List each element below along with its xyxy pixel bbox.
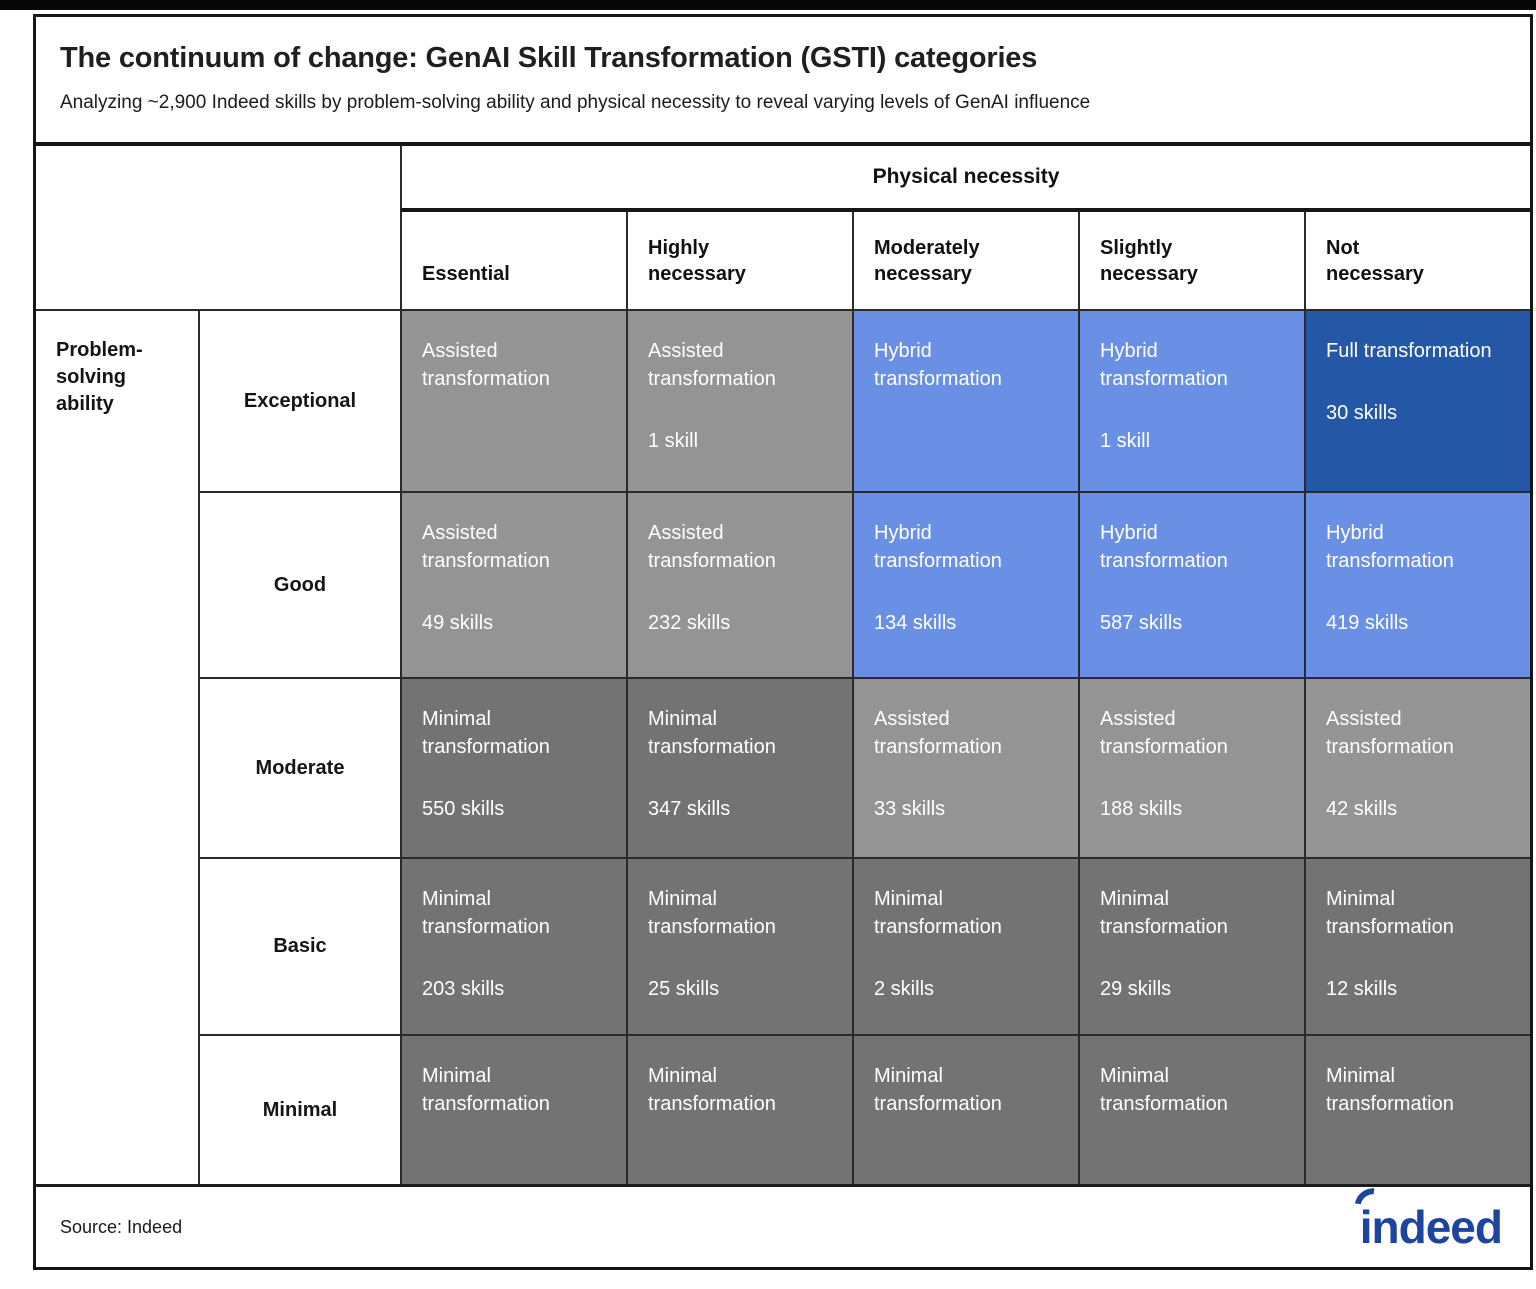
matrix-cell-good-essential: Assisted transformation 49 skills: [400, 491, 626, 677]
cell-category-label: Minimal transformation: [1100, 1065, 1228, 1115]
matrix-cell-moderate-highly: Minimal transformation 347 skills: [626, 677, 852, 857]
cell-category-label: Assisted transformation: [648, 340, 776, 390]
matrix-cell-basic-moderately: Minimal transformation 2 skills: [852, 857, 1078, 1034]
cell-skill-count: 25 skills: [648, 978, 720, 1000]
cell-skill-count: 347 skills: [648, 798, 731, 820]
cell-category-label: Minimal transformation: [648, 888, 776, 938]
cell-skill-count: 29 skills: [1100, 978, 1172, 1000]
matrix-cell-minimal-highly: Minimal transformation: [626, 1034, 852, 1184]
figure-frame: The continuum of change: GenAI Skill Tra…: [33, 14, 1533, 1270]
cell-category-label: Minimal transformation: [422, 888, 550, 938]
cell-category-label: Full transformation: [1326, 340, 1492, 362]
matrix-cell-good-not: Hybrid transformation 419 skills: [1304, 491, 1530, 677]
cell-skill-count: 33 skills: [874, 798, 946, 820]
row-header-exceptional: Exceptional: [198, 309, 400, 491]
cell-skill-count: 188 skills: [1100, 798, 1183, 820]
matrix-cell-basic-not: Minimal transformation 12 skills: [1304, 857, 1530, 1034]
cell-category-label: Assisted transformation: [648, 522, 776, 572]
cell-category-label: Minimal transformation: [422, 1065, 550, 1115]
row-header-minimal: Minimal: [198, 1034, 400, 1184]
column-header-moderately-necessary: Moderately necessary: [852, 212, 1078, 309]
footer: Source: Indeed indeed: [36, 1181, 1530, 1267]
source-text: Source: Indeed: [60, 1216, 183, 1237]
cell-category-label: Minimal transformation: [874, 1065, 1002, 1115]
cell-skill-count: 42 skills: [1326, 798, 1398, 820]
cell-category-label: Assisted transformation: [1100, 708, 1228, 758]
matrix-cell-moderate-essential: Minimal transformation 550 skills: [400, 677, 626, 857]
figure-subtitle: Analyzing ~2,900 Indeed skills by proble…: [60, 92, 1091, 113]
matrix-cell-minimal-essential: Minimal transformation: [400, 1034, 626, 1184]
matrix-cell-exceptional-slightly: Hybrid transformation 1 skill: [1078, 309, 1304, 491]
cell-category-label: Hybrid transformation: [1326, 522, 1454, 572]
matrix-cell-good-slightly: Hybrid transformation 587 skills: [1078, 491, 1304, 677]
cell-skill-count: 203 skills: [422, 978, 505, 1000]
matrix-cell-minimal-not: Minimal transformation: [1304, 1034, 1530, 1184]
cell-category-label: Assisted transformation: [1326, 708, 1454, 758]
problem-solving-ability-label: Problem- solving ability: [36, 309, 198, 1184]
matrix-cell-basic-highly: Minimal transformation 25 skills: [626, 857, 852, 1034]
column-header-slightly-necessary: Slightly necessary: [1078, 212, 1304, 309]
matrix-cell-exceptional-moderately: Hybrid transformation: [852, 309, 1078, 491]
cell-skill-count: 30 skills: [1326, 402, 1398, 424]
cell-category-label: Minimal transformation: [648, 1065, 776, 1115]
cell-category-label: Minimal transformation: [422, 708, 550, 758]
cell-category-label: Minimal transformation: [648, 708, 776, 758]
matrix-cell-minimal-slightly: Minimal transformation: [1078, 1034, 1304, 1184]
matrix-cell-good-highly: Assisted transformation 232 skills: [626, 491, 852, 677]
cell-category-label: Hybrid transformation: [1100, 340, 1228, 390]
indeed-logo: indeed: [1348, 1181, 1506, 1253]
cell-category-label: Minimal transformation: [1326, 1065, 1454, 1115]
matrix-cell-minimal-moderately: Minimal transformation: [852, 1034, 1078, 1184]
matrix-cell-good-moderately: Hybrid transformation 134 skills: [852, 491, 1078, 677]
cell-skill-count: 419 skills: [1326, 612, 1409, 634]
cell-skill-count: 1 skill: [1100, 430, 1151, 452]
corner-cell: [36, 146, 400, 309]
top-border-bar: [0, 0, 1536, 10]
cell-skill-count: 49 skills: [422, 612, 494, 634]
column-header-not-necessary: Not necessary: [1304, 212, 1530, 309]
column-header-highly-necessary: Highly necessary: [626, 212, 852, 309]
cell-skill-count: 12 skills: [1326, 978, 1398, 1000]
cell-skill-count: 134 skills: [874, 612, 957, 634]
matrix-cell-basic-slightly: Minimal transformation 29 skills: [1078, 857, 1304, 1034]
matrix-cell-exceptional-not: Full transformation 30 skills: [1304, 309, 1530, 491]
cell-skill-count: 550 skills: [422, 798, 505, 820]
matrix-cell-moderate-moderately: Assisted transformation 33 skills: [852, 677, 1078, 857]
cell-category-label: Hybrid transformation: [874, 340, 1002, 390]
cell-category-label: Assisted transformation: [422, 522, 550, 572]
cell-category-label: Minimal transformation: [1100, 888, 1228, 938]
gsti-matrix: Physical necessity Essential Highly nece…: [36, 146, 1530, 1184]
matrix-cell-basic-essential: Minimal transformation 203 skills: [400, 857, 626, 1034]
column-header-essential: Essential: [400, 212, 626, 309]
cell-category-label: Hybrid transformation: [1100, 522, 1228, 572]
cell-category-label: Assisted transformation: [422, 340, 550, 390]
row-header-basic: Basic: [198, 857, 400, 1034]
cell-category-label: Minimal transformation: [1326, 888, 1454, 938]
matrix-cell-moderate-not: Assisted transformation 42 skills: [1304, 677, 1530, 857]
physical-necessity-header: Physical necessity: [400, 146, 1530, 212]
matrix-cell-moderate-slightly: Assisted transformation 188 skills: [1078, 677, 1304, 857]
cell-skill-count: 2 skills: [874, 978, 935, 1000]
cell-category-label: Hybrid transformation: [874, 522, 1002, 572]
figure-title: The continuum of change: GenAI Skill Tra…: [60, 42, 1038, 74]
cell-skill-count: 232 skills: [648, 612, 731, 634]
title-block: The continuum of change: GenAI Skill Tra…: [36, 17, 1530, 146]
matrix-cell-exceptional-highly: Assisted transformation 1 skill: [626, 309, 852, 491]
row-header-good: Good: [198, 491, 400, 677]
cell-skill-count: 1 skill: [648, 430, 699, 452]
matrix-cell-exceptional-essential: Assisted transformation: [400, 309, 626, 491]
logo-wordmark: indeed: [1359, 1201, 1503, 1253]
cell-category-label: Minimal transformation: [874, 888, 1002, 938]
cell-skill-count: 587 skills: [1100, 612, 1183, 634]
cell-category-label: Assisted transformation: [874, 708, 1002, 758]
row-header-moderate: Moderate: [198, 677, 400, 857]
